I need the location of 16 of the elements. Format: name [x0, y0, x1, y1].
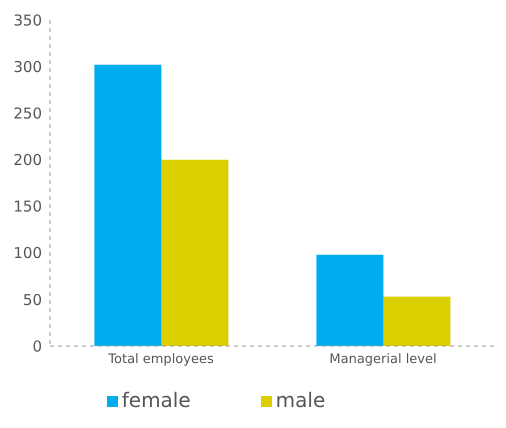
y-tick-label: 150 — [13, 198, 42, 216]
y-tick-label: 200 — [13, 151, 42, 170]
y-tick-label: 300 — [13, 58, 42, 76]
y-tick-label: 0 — [32, 337, 42, 356]
y-tick-label: 100 — [13, 244, 42, 262]
bar — [94, 64, 162, 346]
y-tick-label: 350 — [13, 11, 42, 30]
bar — [161, 160, 228, 346]
x-tick-label: Total employees — [107, 352, 214, 368]
y-tick-label: 50 — [22, 290, 42, 309]
bar — [316, 254, 384, 346]
legend-label: female — [122, 388, 191, 412]
x-tick-label: Managerial level — [329, 352, 437, 368]
legend-label: male — [276, 388, 326, 412]
y-tick-label: 250 — [13, 104, 42, 122]
bar — [383, 296, 450, 346]
